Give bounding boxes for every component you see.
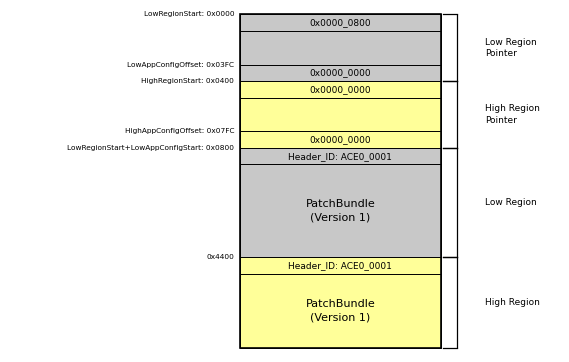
Text: 0x0000_0000: 0x0000_0000 <box>310 135 371 144</box>
Text: High Region
Pointer: High Region Pointer <box>485 105 540 125</box>
Text: Low Region: Low Region <box>485 198 537 207</box>
Text: PatchBundle
(Version 1): PatchBundle (Version 1) <box>306 199 375 223</box>
Text: Header_ID: ACE0_0001: Header_ID: ACE0_0001 <box>288 152 392 161</box>
Text: 0x0000_0800: 0x0000_0800 <box>310 18 371 27</box>
Text: 0x0000_0000: 0x0000_0000 <box>310 85 371 94</box>
Text: 0x4400: 0x4400 <box>207 254 234 260</box>
Text: High Region: High Region <box>485 298 540 307</box>
Text: 0x0000_0000: 0x0000_0000 <box>310 68 371 77</box>
Text: LowAppConfigOffset: 0x03FC: LowAppConfigOffset: 0x03FC <box>127 62 234 68</box>
Bar <box>240 31 440 65</box>
Bar <box>240 274 440 348</box>
Text: Header_ID: ACE0_0001: Header_ID: ACE0_0001 <box>288 261 392 270</box>
Text: HighAppConfigOffset: 0x07FC: HighAppConfigOffset: 0x07FC <box>125 129 234 135</box>
Bar <box>240 164 440 257</box>
Text: LowRegionStart: 0x0000: LowRegionStart: 0x0000 <box>144 11 234 17</box>
Bar <box>240 14 440 348</box>
Bar <box>240 14 440 31</box>
Bar <box>240 148 440 164</box>
Text: PatchBundle
(Version 1): PatchBundle (Version 1) <box>306 299 375 323</box>
Bar <box>240 97 440 131</box>
Bar <box>240 257 440 274</box>
Bar <box>240 131 440 148</box>
Text: HighRegionStart: 0x0400: HighRegionStart: 0x0400 <box>142 78 234 84</box>
Text: LowRegionStart+LowAppConfigStart: 0x0800: LowRegionStart+LowAppConfigStart: 0x0800 <box>67 145 234 151</box>
Text: Low Region
Pointer: Low Region Pointer <box>485 38 537 58</box>
Bar <box>240 65 440 81</box>
Bar <box>240 81 440 97</box>
